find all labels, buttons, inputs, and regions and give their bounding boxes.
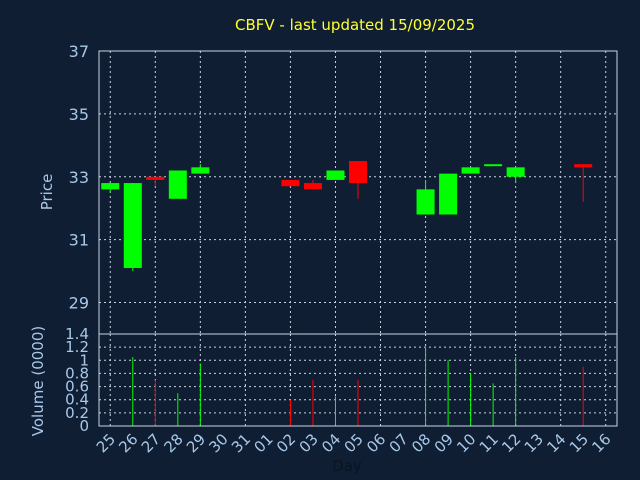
price-tick-label: 37 <box>69 42 89 61</box>
volume-tick-label: 1.4 <box>65 325 89 343</box>
x-axis-label: Day <box>332 457 362 475</box>
candle-body <box>101 183 120 190</box>
candle-body <box>348 161 368 184</box>
price-panel: 29 31 33 35 37 <box>69 42 618 335</box>
volume-y-ticks: 00.20.40.60.811.21.4 <box>65 325 89 435</box>
candle-body <box>303 183 322 190</box>
candle-body <box>506 167 525 177</box>
volume-bars <box>132 347 584 426</box>
price-tick-label: 31 <box>69 231 89 250</box>
candle-body <box>123 183 142 268</box>
chart-title: CBFV - last updated 15/09/2025 <box>235 16 475 34</box>
volume-axis-label: Volume (0000) <box>29 326 47 436</box>
price-tick-label: 33 <box>69 168 89 187</box>
price-axis-label: Price <box>38 174 56 211</box>
candle-body <box>461 167 480 174</box>
candle-body <box>168 170 187 199</box>
x-tick-label: 16 <box>588 430 614 456</box>
volume-tick-label: 1 <box>79 351 89 369</box>
x-ticks: 2526272829303101020304050607080910111213… <box>93 430 615 456</box>
price-y-ticks: 29 31 33 35 37 <box>69 42 89 313</box>
volume-tick-label: 0.8 <box>65 364 89 382</box>
volume-tick-label: 0.4 <box>65 391 89 409</box>
candle-body <box>484 164 503 167</box>
candle-body <box>146 176 165 180</box>
volume-frame <box>98 333 618 427</box>
volume-panel: 00.20.40.60.811.21.4 <box>65 325 618 435</box>
volume-tick-label: 0.2 <box>65 404 89 422</box>
candle-body <box>326 170 345 180</box>
volume-tick-label: 0 <box>79 417 89 435</box>
candle-body <box>281 179 300 187</box>
price-tick-label: 35 <box>69 105 89 124</box>
candle-body <box>439 173 458 215</box>
price-tick-label: 29 <box>69 294 89 313</box>
candles <box>101 161 593 272</box>
candle-body <box>191 167 210 174</box>
candle-body <box>574 164 593 168</box>
volume-tick-label: 1.2 <box>65 338 89 356</box>
volume-tick-label: 0.6 <box>65 378 89 396</box>
candle-body <box>416 189 435 215</box>
